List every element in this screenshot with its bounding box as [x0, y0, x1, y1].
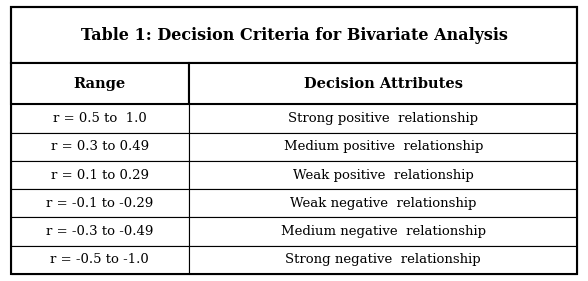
- Text: Range: Range: [74, 77, 126, 91]
- Bar: [11, 161, 189, 189]
- Bar: [189, 133, 577, 161]
- Text: Strong negative  relationship: Strong negative relationship: [285, 253, 481, 266]
- Bar: [11, 217, 189, 246]
- Text: Weak positive  relationship: Weak positive relationship: [293, 169, 474, 182]
- Bar: [189, 246, 577, 274]
- Text: r = -0.3 to -0.49: r = -0.3 to -0.49: [46, 225, 153, 238]
- Text: r = 0.3 to 0.49: r = 0.3 to 0.49: [51, 140, 149, 153]
- Bar: [11, 63, 189, 105]
- Text: r = -0.1 to -0.29: r = -0.1 to -0.29: [46, 197, 153, 210]
- Text: Table 1: Decision Criteria for Bivariate Analysis: Table 1: Decision Criteria for Bivariate…: [81, 27, 507, 44]
- Text: Strong positive  relationship: Strong positive relationship: [288, 112, 478, 125]
- Text: Medium positive  relationship: Medium positive relationship: [283, 140, 483, 153]
- Bar: [11, 133, 189, 161]
- Text: Medium negative  relationship: Medium negative relationship: [281, 225, 486, 238]
- Bar: [11, 189, 189, 217]
- Text: r = 0.1 to 0.29: r = 0.1 to 0.29: [51, 169, 149, 182]
- Bar: [189, 189, 577, 217]
- Bar: [11, 105, 189, 133]
- Text: r = 0.5 to  1.0: r = 0.5 to 1.0: [53, 112, 147, 125]
- Text: Weak negative  relationship: Weak negative relationship: [290, 197, 476, 210]
- Bar: [189, 63, 577, 105]
- Text: Decision Attributes: Decision Attributes: [304, 77, 463, 91]
- Text: r = -0.5 to -1.0: r = -0.5 to -1.0: [51, 253, 149, 266]
- Bar: [189, 161, 577, 189]
- Bar: [189, 105, 577, 133]
- Bar: [11, 246, 189, 274]
- Bar: [11, 7, 577, 63]
- Bar: [189, 217, 577, 246]
